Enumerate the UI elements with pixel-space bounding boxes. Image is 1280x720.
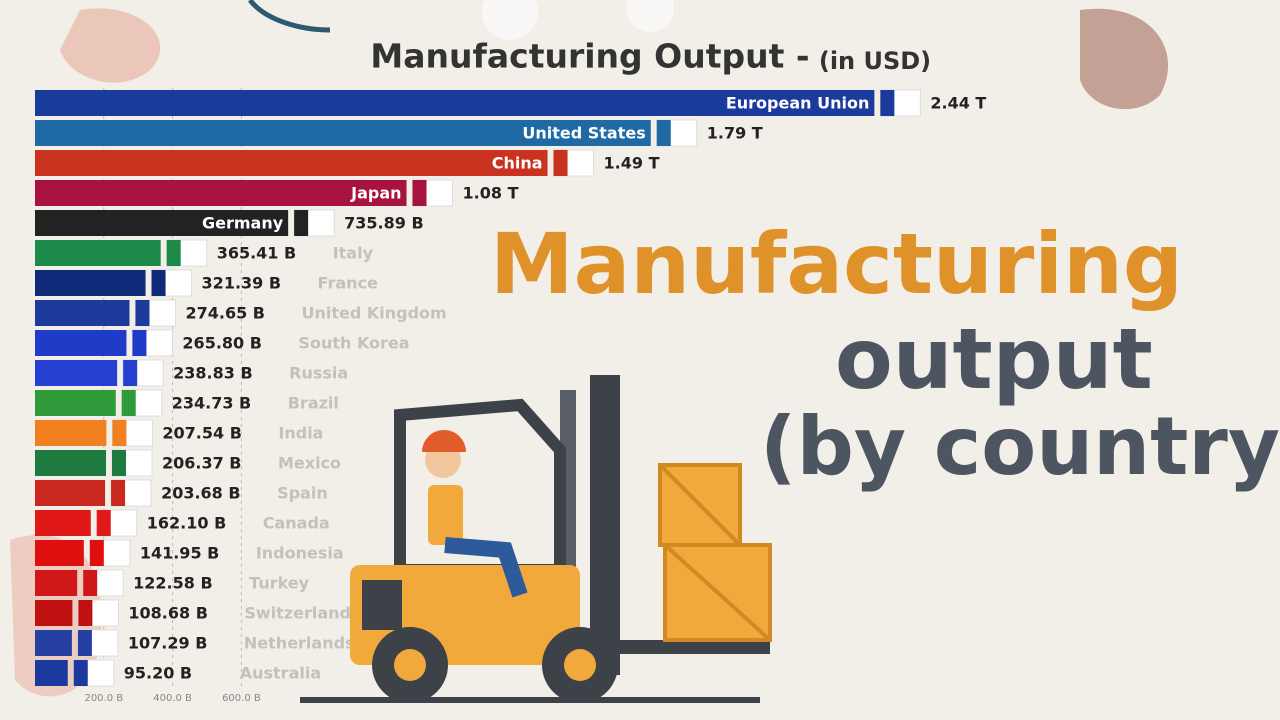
flag: [89, 540, 104, 566]
flag: [412, 180, 427, 206]
bar: [35, 450, 106, 476]
bar: [35, 420, 107, 446]
bar: [35, 90, 875, 116]
bar: [35, 210, 289, 236]
bar: [35, 510, 91, 536]
bar: [35, 630, 72, 656]
bar: [35, 600, 73, 626]
bar: [35, 570, 78, 596]
flag: [77, 630, 92, 656]
value-label: 203.68 B: [161, 484, 241, 503]
value-label: 1.49 T: [604, 154, 660, 173]
value-label: 1.08 T: [463, 184, 519, 203]
flag: [111, 450, 126, 476]
x-tick-label: 200.0 B: [84, 693, 123, 704]
bar-label: China: [492, 154, 543, 173]
flag: [73, 660, 88, 686]
flag: [135, 300, 150, 326]
category-label: Turkey: [249, 574, 310, 593]
value-label: 238.83 B: [173, 364, 253, 383]
flag: [132, 330, 147, 356]
category-label: United Kingdom: [301, 304, 446, 323]
value-label: 95.20 B: [124, 664, 192, 683]
bar: [35, 660, 68, 686]
bar: [35, 300, 130, 326]
bar: [35, 120, 651, 146]
bar: [35, 480, 106, 506]
chart-subtitle: (in USD): [819, 47, 931, 75]
value-label: 265.80 B: [182, 334, 262, 353]
category-label: Indonesia: [256, 544, 344, 563]
bar: [35, 240, 161, 266]
category-label: France: [318, 274, 378, 293]
value-label: 321.39 B: [202, 274, 282, 293]
chart-title: Manufacturing Output -: [370, 37, 809, 76]
value-label: 274.65 B: [185, 304, 265, 323]
category-label: Australia: [240, 664, 321, 683]
value-label: 1.79 T: [707, 124, 763, 143]
headline: (by country): [760, 400, 1280, 493]
flag: [123, 360, 138, 386]
bar: [35, 390, 116, 416]
flag: [151, 270, 166, 296]
value-label: 234.73 B: [172, 394, 252, 413]
forklift-illustration: [300, 375, 772, 703]
category-label: Russia: [289, 364, 348, 383]
value-label: 206.37 B: [162, 454, 242, 473]
flag: [553, 150, 568, 176]
headline: Manufacturing: [490, 215, 1183, 313]
category-label: India: [278, 424, 323, 443]
category-label: Switzerland: [244, 604, 351, 623]
category-label: Netherlands: [244, 634, 355, 653]
flag: [78, 600, 93, 626]
value-label: 122.58 B: [133, 574, 213, 593]
value-label: 141.95 B: [140, 544, 220, 563]
category-label: Mexico: [278, 454, 341, 473]
value-label: 207.54 B: [162, 424, 242, 443]
bar: [35, 150, 548, 176]
flag: [96, 510, 111, 536]
bar-label: Japan: [350, 184, 401, 203]
value-label: 365.41 B: [217, 244, 297, 263]
category-label: Canada: [263, 514, 330, 533]
flag: [880, 90, 895, 116]
value-label: 2.44 T: [930, 94, 986, 113]
bar: [35, 270, 146, 296]
flag: [83, 570, 98, 596]
x-tick-label: 400.0 B: [153, 693, 192, 704]
flag: [656, 120, 671, 146]
category-label: South Korea: [298, 334, 409, 353]
category-label: Italy: [333, 244, 374, 263]
x-tick-label: 600.0 B: [222, 693, 261, 704]
bar: [35, 360, 118, 386]
category-label: Brazil: [288, 394, 339, 413]
headline: output: [835, 310, 1153, 408]
bar: [35, 330, 127, 356]
flag: [294, 210, 309, 236]
value-label: 108.68 B: [128, 604, 208, 623]
category-label: Spain: [277, 484, 328, 503]
plot-area: 200.0 B 400.0 B 600.0 B European Union 2.44 …: [35, 88, 986, 704]
bar-label: European Union: [726, 94, 870, 113]
bar-label: United States: [522, 124, 645, 143]
bar: [35, 540, 84, 566]
value-label: 162.10 B: [147, 514, 227, 533]
bar-label: Germany: [202, 214, 284, 233]
value-label: 735.89 B: [344, 214, 424, 233]
flag: [112, 420, 127, 446]
flag: [121, 390, 136, 416]
bar: [35, 180, 407, 206]
value-label: 107.29 B: [128, 634, 208, 653]
flag: [166, 240, 181, 266]
flag: [111, 480, 126, 506]
